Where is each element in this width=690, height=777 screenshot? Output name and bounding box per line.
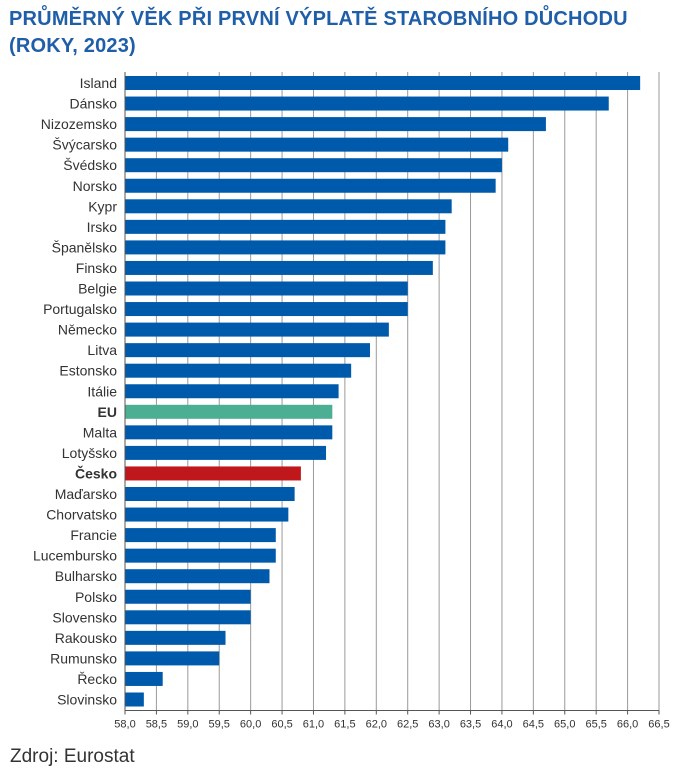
x-tick-label: 64,5 <box>523 719 544 731</box>
x-tick-label: 61,0 <box>303 719 324 731</box>
source-note: Zdroj: Eurostat <box>10 746 135 767</box>
category-label: Bulharsko <box>55 568 117 584</box>
bar <box>125 281 408 296</box>
category-label: Chorvatsko <box>46 507 117 523</box>
category-label: Norsko <box>73 178 118 194</box>
category-label: Kypr <box>88 198 117 214</box>
x-tick-label: 61,5 <box>334 719 355 731</box>
chart-title-line-1: PRŮMĚRNÝ VĚK PŘI PRVNÍ VÝPLATĚ STAROBNÍH… <box>9 8 628 30</box>
bar <box>125 589 251 604</box>
category-label: Island <box>80 75 117 91</box>
category-label: Litva <box>87 342 117 358</box>
category-label: Německo <box>58 322 117 338</box>
x-tick-label: 65,5 <box>585 719 606 731</box>
bar <box>125 630 226 645</box>
bar <box>125 404 333 419</box>
bar <box>125 569 270 584</box>
bar <box>125 528 276 543</box>
bar <box>125 302 408 317</box>
bar <box>125 445 327 460</box>
bar <box>125 260 433 275</box>
category-label: Itálie <box>87 383 117 399</box>
x-tick-label: 66,5 <box>648 719 669 731</box>
category-label: Česko <box>75 464 117 481</box>
x-tick-label: 59,5 <box>209 719 230 731</box>
category-label: Maďarsko <box>55 486 118 502</box>
x-tick-label: 65,0 <box>554 719 575 731</box>
category-label: Dánsko <box>70 96 118 112</box>
bar <box>125 548 276 563</box>
bar <box>125 240 446 255</box>
category-label: Belgie <box>78 281 117 297</box>
category-label: Švýcarsko <box>52 137 117 153</box>
category-label: Finsko <box>76 260 117 276</box>
category-label: Lotyšsko <box>62 445 117 461</box>
bar-chart: Island Dánsko Nizozemsko Švýcarsko Švédsko No… <box>33 72 670 731</box>
bar <box>125 137 509 152</box>
bar <box>125 466 301 481</box>
bar <box>125 671 163 686</box>
category-label: Slovensko <box>52 609 117 625</box>
category-label: Nizozemsko <box>41 116 117 132</box>
x-tick-label: 64,0 <box>491 719 512 731</box>
bar <box>125 651 220 666</box>
x-tick-label: 60,5 <box>271 719 292 731</box>
category-label: EU <box>98 404 117 420</box>
x-tick-label: 59,0 <box>177 719 198 731</box>
category-label: Estonsko <box>59 363 117 379</box>
bar <box>125 487 295 501</box>
bar <box>125 219 446 234</box>
bar <box>125 158 502 173</box>
category-label: Irsko <box>87 219 118 235</box>
bar <box>125 507 289 522</box>
bar <box>125 117 546 132</box>
category-label: Lucembursko <box>33 548 117 564</box>
chart-title: PRŮMĚRNÝ VĚK PŘI PRVNÍ VÝPLATĚ STAROBNÍH… <box>9 6 679 60</box>
bar <box>125 343 371 358</box>
category-label: Malta <box>83 424 117 440</box>
bar <box>125 322 389 337</box>
category-label: Francie <box>70 527 117 543</box>
category-label: Rumunsko <box>50 650 117 666</box>
x-tick-label: 62,5 <box>397 719 418 731</box>
category-label: Švédsko <box>63 157 117 173</box>
x-tick-label: 63,5 <box>460 719 481 731</box>
bar <box>125 76 641 90</box>
bar <box>125 96 609 111</box>
category-label: Rakousko <box>55 630 117 646</box>
bar <box>125 384 339 399</box>
x-tick-label: 66,0 <box>617 719 638 731</box>
bar <box>125 692 144 707</box>
x-tick-label: 58,5 <box>146 719 167 731</box>
bar <box>125 425 333 440</box>
x-tick-label: 62,0 <box>366 719 387 731</box>
chart-title-line-2: (ROKY, 2023) <box>9 35 136 57</box>
category-label: Španělsko <box>52 239 118 255</box>
x-tick-label: 63,0 <box>428 719 449 731</box>
bar <box>125 363 352 378</box>
x-tick-label: 60,0 <box>240 719 261 731</box>
category-label: Portugalsko <box>43 301 117 317</box>
bar <box>125 610 251 625</box>
category-label: Řecko <box>77 671 117 687</box>
category-label: Slovinsko <box>57 692 117 708</box>
bar <box>125 178 496 193</box>
bar <box>125 199 452 214</box>
x-tick-label: 58,0 <box>114 719 135 731</box>
category-label: Polsko <box>75 589 117 605</box>
